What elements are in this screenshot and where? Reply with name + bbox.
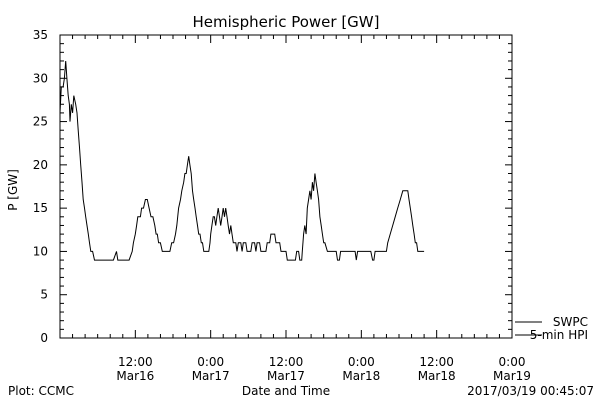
plot-credit: Plot: CCMC [8,384,74,398]
x-tick-time-label: 12:00 [269,355,304,369]
y-tick-label: 0 [40,331,48,345]
x-tick-date-label: Mar18 [342,369,380,383]
x-tick-time-label: 0:00 [197,355,224,369]
y-tick-label: 20 [33,158,48,172]
x-tick-time-label: 12:00 [419,355,454,369]
x-tick-date-label: Mar17 [192,369,230,383]
plot-timestamp: 2017/03/19 00:45:07 [467,384,594,398]
x-tick-time-label: 0:00 [348,355,375,369]
x-tick-time-label: 0:00 [499,355,526,369]
legend-label: 5-min HPI [530,328,588,342]
x-tick-date-label: Mar18 [418,369,456,383]
x-tick-date-label: Mar17 [267,369,305,383]
x-tick-date-label: Mar16 [116,369,154,383]
series-line-swpc [59,60,425,261]
y-tick-label: 15 [33,201,48,215]
plot-frame: 0510152025303512:00Mar160:00Mar1712:00Ma… [33,28,531,383]
chart-title: Hemispheric Power [GW] [193,13,380,31]
plot-area-border [59,34,513,339]
series-layer [59,60,425,261]
y-axis-label: P [GW] [6,169,20,211]
x-tick-date-label: Mar19 [493,369,531,383]
legend-label: SWPC [553,315,588,329]
y-tick-label: 10 [33,244,48,258]
x-tick-time-label: 12:00 [118,355,153,369]
y-tick-label: 25 [33,115,48,129]
y-tick-label: 5 [40,288,48,302]
x-axis-label: Date and Time [242,384,330,398]
y-tick-label: 30 [33,71,48,85]
y-tick-label: 35 [33,28,48,42]
